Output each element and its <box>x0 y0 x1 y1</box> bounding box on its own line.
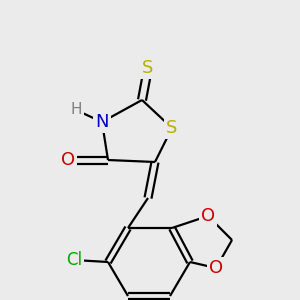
Text: O: O <box>201 207 215 225</box>
Text: O: O <box>209 259 223 277</box>
Text: S: S <box>166 119 178 137</box>
Text: O: O <box>61 151 75 169</box>
Text: N: N <box>95 113 109 131</box>
Text: Cl: Cl <box>66 251 82 269</box>
Text: S: S <box>142 59 154 77</box>
Text: H: H <box>70 103 82 118</box>
